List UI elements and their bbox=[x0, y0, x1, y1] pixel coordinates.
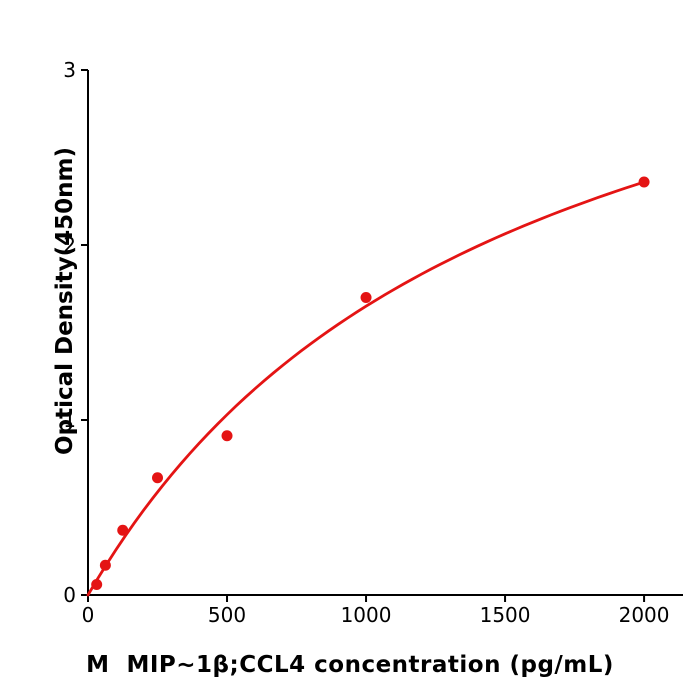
y-tick-label: 2 bbox=[63, 233, 76, 257]
fit-curve bbox=[86, 180, 646, 597]
x-axis-title: M MIP~1β;CCL4 concentration (pg/mL) bbox=[86, 652, 614, 678]
data-point bbox=[221, 430, 233, 442]
x-tick-label: 500 bbox=[208, 603, 246, 627]
y-tick-label: 1 bbox=[63, 408, 76, 432]
data-point bbox=[638, 176, 650, 188]
data-point bbox=[152, 472, 164, 484]
data-point bbox=[360, 292, 372, 303]
data-point bbox=[99, 559, 111, 571]
y-tick-label: 0 bbox=[63, 583, 76, 607]
x-tick-label: 1500 bbox=[480, 603, 531, 627]
x-tick-label: 1000 bbox=[341, 603, 392, 627]
y-tick-label: 3 bbox=[63, 58, 76, 82]
data-point bbox=[117, 524, 129, 536]
x-tick-label: 2000 bbox=[619, 603, 670, 627]
data-point bbox=[91, 579, 103, 590]
x-tick-label: 0 bbox=[82, 603, 95, 627]
